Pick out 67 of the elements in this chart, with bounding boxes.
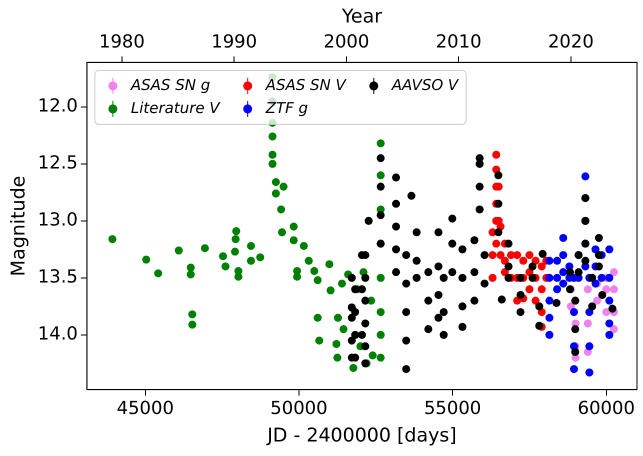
point: [559, 280, 568, 288]
point: [538, 262, 546, 270]
legend-label: Literature V: [130, 98, 222, 117]
x-tick-label: 55000: [424, 398, 482, 420]
point: [584, 319, 592, 328]
point: [553, 256, 562, 265]
point: [488, 274, 497, 282]
x2-tick-label: 2010: [436, 31, 482, 52]
point: [559, 268, 568, 276]
y-tick-label: 12.5: [38, 152, 78, 174]
x-tick-label: 60000: [578, 398, 635, 420]
point: [581, 172, 590, 180]
y-tick-label: 12.0: [38, 96, 78, 117]
point: [602, 308, 610, 316]
point: [545, 256, 554, 265]
point: [492, 150, 500, 159]
point: [545, 314, 554, 322]
point: [610, 268, 618, 276]
point: [488, 251, 497, 260]
legend-label: ASAS SN g: [130, 76, 210, 94]
x2-tick-label: 2000: [323, 31, 370, 52]
point: [532, 296, 540, 305]
x2-tick-label: 2020: [548, 31, 594, 52]
point: [610, 285, 618, 294]
point: [610, 325, 618, 334]
point: [570, 365, 578, 374]
point: [559, 234, 568, 242]
x-axis-title: JD - 2400000 [days]: [266, 424, 457, 447]
x2-axis-title: Year: [340, 5, 382, 28]
y-axis-title: Magnitude: [7, 176, 30, 276]
point: [492, 240, 500, 248]
y-tick-label: 13.5: [38, 266, 78, 288]
point: [598, 274, 606, 282]
point: [545, 330, 554, 339]
point: [553, 285, 562, 294]
point: [513, 251, 522, 260]
point: [605, 296, 614, 305]
point: [605, 274, 614, 282]
y-tick-label: 14.0: [38, 324, 78, 345]
point: [496, 251, 505, 260]
point: [605, 330, 614, 339]
point: [545, 296, 554, 305]
point: [592, 245, 600, 254]
legend-label: ASAS SN V: [264, 76, 348, 94]
legend-label: AAVSO V: [390, 76, 460, 94]
x-tick-label: 45000: [116, 398, 174, 420]
y-tick-label: 13.0: [38, 210, 78, 231]
point: [545, 274, 554, 282]
point: [605, 245, 614, 254]
point: [500, 256, 509, 265]
point: [525, 285, 534, 294]
x2-tick-label: 1980: [98, 31, 145, 52]
point: [584, 285, 592, 294]
point: [585, 368, 594, 376]
point: [585, 342, 594, 350]
point: [559, 251, 568, 260]
x2-tick-label: 1990: [211, 31, 258, 52]
point: [593, 296, 602, 305]
point: [538, 285, 546, 294]
legend-label: ZTF g: [264, 98, 308, 117]
point: [553, 274, 562, 282]
point: [519, 256, 528, 265]
point: [605, 319, 614, 328]
point: [525, 251, 534, 260]
point: [570, 308, 578, 316]
point: [602, 285, 610, 294]
x-tick-label: 50000: [270, 398, 328, 420]
